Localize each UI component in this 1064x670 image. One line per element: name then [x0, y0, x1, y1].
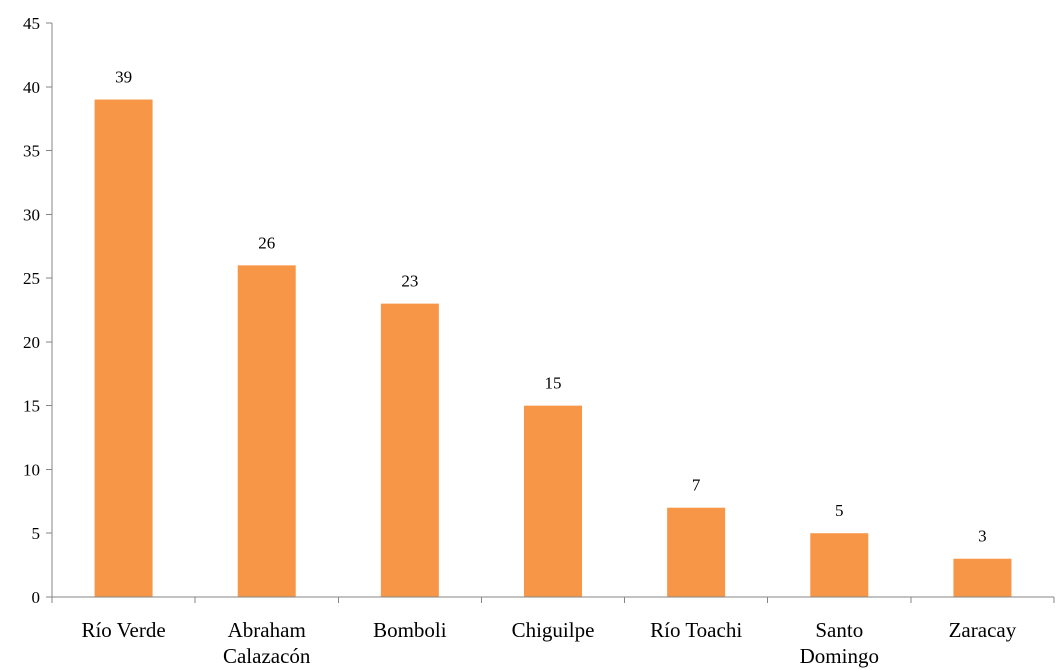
data-label: 23 [401, 272, 418, 291]
y-tick-label: 30 [23, 205, 40, 224]
x-tick-label: Santo [815, 618, 863, 642]
data-label: 3 [978, 527, 987, 546]
data-label: 15 [545, 374, 562, 393]
x-tick-label: Río Verde [81, 618, 165, 642]
data-label: 26 [258, 233, 275, 252]
bar [94, 99, 153, 598]
x-tick-label: Bomboli [373, 618, 447, 642]
x-tick-label: Chiguilpe [512, 618, 595, 642]
bar [524, 405, 582, 597]
y-tick-label: 15 [23, 397, 40, 416]
bars-group [94, 99, 1012, 598]
y-tick-labels-group: 0 5 10 15 20 25 30 35 40 45 [23, 14, 40, 607]
data-labels-group: 39 26 23 15 7 5 3 [115, 68, 987, 546]
bar [667, 507, 726, 597]
y-tick-label: 25 [23, 269, 40, 288]
bar [380, 303, 439, 597]
y-tick-label: 20 [23, 333, 40, 352]
y-tick-label: 35 [23, 142, 40, 161]
data-label: 5 [835, 501, 844, 520]
y-tick-label: 0 [32, 588, 41, 607]
x-tick-label: Abraham [228, 618, 306, 642]
y-tick-label: 10 [23, 460, 40, 479]
axes-group [46, 22, 1055, 603]
bar [237, 265, 296, 597]
bar [953, 558, 1012, 597]
x-tick-label: Calazacón [223, 644, 311, 668]
y-tick-label: 5 [32, 524, 41, 543]
y-tick-label: 40 [23, 78, 40, 97]
bar [810, 533, 869, 597]
x-tick-label: Río Toachi [650, 618, 742, 642]
y-tick-label: 45 [23, 14, 40, 33]
x-tick-label: Zaracay [949, 618, 1017, 642]
data-label: 7 [692, 476, 701, 495]
data-label: 39 [115, 68, 132, 87]
x-tick-label: Domingo [800, 644, 879, 668]
